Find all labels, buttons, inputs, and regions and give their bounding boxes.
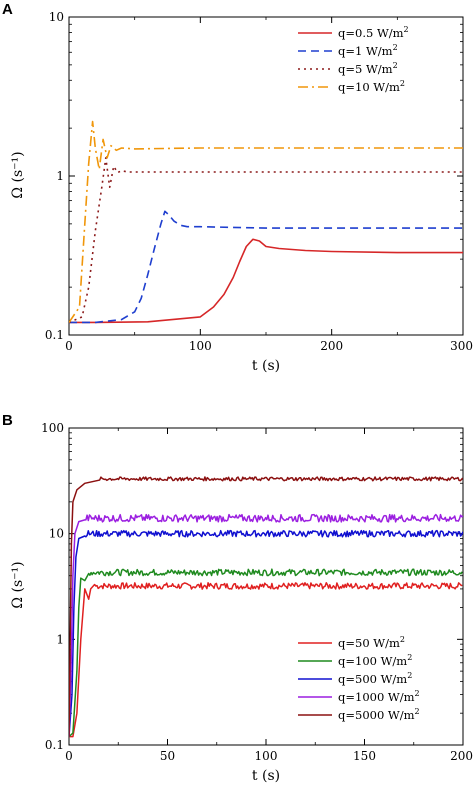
y-axis-label: Ω (s⁻¹) bbox=[10, 561, 26, 608]
y-tick-label: 0.1 bbox=[45, 738, 64, 752]
x-tick-label: 0 bbox=[65, 749, 73, 763]
legend-label: q=500 W/m2 bbox=[338, 671, 412, 686]
series-line-1 bbox=[69, 582, 463, 738]
y-tick-label: 10 bbox=[49, 527, 64, 541]
legend-label: q=1000 W/m2 bbox=[338, 689, 420, 704]
panel-B: B 0.1 1 10 100 0 50 100 150 200 t (s) Ω (s⁻¹) q=50 W… bbox=[2, 412, 473, 784]
legend: q=0.5 W/m2 q=1 W/m2 q=5 W/m2 q=10 W/m2 bbox=[298, 25, 409, 94]
series-group bbox=[69, 120, 463, 324]
y-tick-label: 100 bbox=[41, 421, 64, 435]
legend-label: q=5 W/m2 bbox=[338, 61, 398, 76]
y-tick-label: 1 bbox=[56, 632, 64, 646]
series-line-2 bbox=[69, 568, 463, 738]
x-axis-label: t (s) bbox=[252, 768, 280, 784]
x-tick-label: 100 bbox=[255, 749, 278, 763]
x-tick-label: 0 bbox=[65, 339, 73, 353]
y-tick-label: 10 bbox=[49, 10, 64, 24]
plot-frame bbox=[68, 16, 464, 336]
series-line-4 bbox=[69, 513, 463, 737]
series-line-2 bbox=[69, 210, 463, 324]
series-line-3 bbox=[69, 157, 463, 324]
x-tick-label: 100 bbox=[189, 339, 212, 353]
panel-label: B bbox=[2, 412, 13, 429]
x-tick-label: 300 bbox=[450, 339, 473, 353]
y-axis-label: Ω (s⁻¹) bbox=[10, 151, 26, 198]
series-line-4 bbox=[69, 120, 463, 323]
legend-label: q=5000 W/m2 bbox=[338, 707, 420, 722]
y-tick-label: 0.1 bbox=[45, 328, 64, 342]
y-tick-label: 1 bbox=[56, 169, 64, 183]
legend-label: q=50 W/m2 bbox=[338, 635, 405, 650]
series-group bbox=[69, 476, 463, 738]
legend-label: q=0.5 W/m2 bbox=[338, 25, 409, 40]
series-line-5 bbox=[69, 476, 463, 737]
panel-label: A bbox=[2, 1, 13, 18]
legend: q=50 W/m2 q=100 W/m2 q=500 W/m2 q=1000 W/m2… bbox=[298, 635, 420, 722]
x-tick-label: 200 bbox=[450, 749, 473, 763]
legend-label: q=1 W/m2 bbox=[338, 43, 398, 58]
x-tick-label: 50 bbox=[160, 749, 175, 763]
series-line-3 bbox=[69, 529, 463, 737]
legend-label: q=10 W/m2 bbox=[338, 79, 405, 94]
x-axis-label: t (s) bbox=[252, 358, 280, 374]
x-tick-label: 200 bbox=[320, 339, 343, 353]
legend-label: q=100 W/m2 bbox=[338, 653, 412, 668]
x-tick-label: 150 bbox=[353, 749, 376, 763]
series-line-1 bbox=[69, 238, 463, 324]
